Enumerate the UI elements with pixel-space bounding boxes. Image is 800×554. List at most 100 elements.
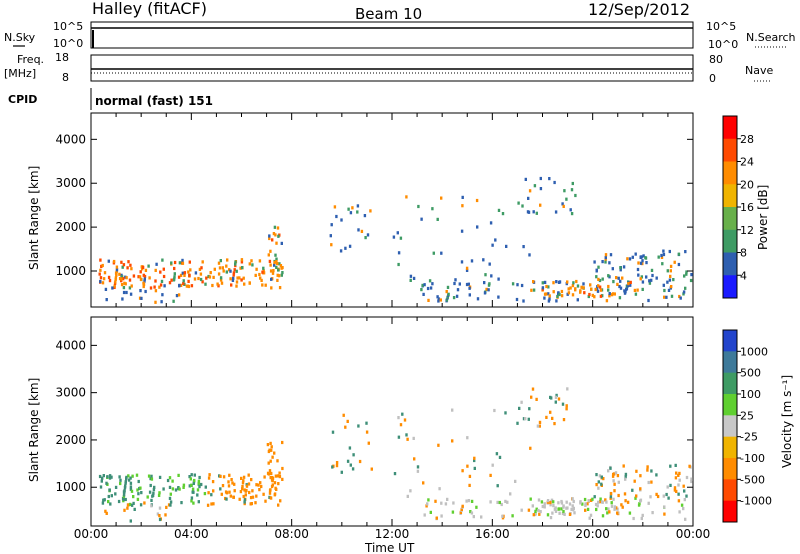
radar-return-0-135 <box>149 286 153 290</box>
radar-return-0-357 <box>619 286 623 290</box>
radar-return-0-355 <box>476 297 480 301</box>
radar-return-1-487 <box>678 478 681 482</box>
radar-return-1-206 <box>150 498 153 502</box>
radar-return-1-477 <box>662 494 665 498</box>
radar-return-1-133 <box>188 484 191 488</box>
ytick-label-0-2: 3000 <box>55 176 86 190</box>
radar-return-0-226 <box>277 268 280 272</box>
radar-return-0-420 <box>543 292 547 296</box>
radar-return-0-532 <box>570 212 574 216</box>
radar-return-1-446 <box>611 474 615 478</box>
radar-return-1-158 <box>189 477 192 481</box>
radar-return-0-132 <box>239 266 242 270</box>
radar-return-1-557 <box>466 436 469 440</box>
radar-return-1-521 <box>557 397 561 401</box>
radar-return-1-370 <box>446 497 449 501</box>
radar-return-0-545 <box>396 231 399 235</box>
radar-return-1-86 <box>158 491 161 495</box>
radar-return-0-296 <box>456 288 460 292</box>
radar-return-1-287 <box>589 513 593 517</box>
radar-return-0-348 <box>633 288 637 292</box>
radar-return-1-304 <box>677 499 681 503</box>
radar-return-1-563 <box>514 479 517 483</box>
radar-return-1-194 <box>114 485 118 489</box>
radar-return-1-510 <box>565 407 568 411</box>
radar-return-0-67 <box>193 277 197 281</box>
radar-return-0-502 <box>619 266 622 270</box>
radar-return-0-309 <box>648 281 652 285</box>
radar-return-1-176 <box>129 485 133 489</box>
radar-return-1-190 <box>190 483 193 487</box>
radar-return-0-458 <box>669 269 672 273</box>
radar-return-0-494 <box>669 264 673 268</box>
radar-return-1-328 <box>663 512 666 516</box>
radar-return-1-339 <box>460 507 463 511</box>
radar-return-1-231 <box>268 488 272 493</box>
radar-return-1-551 <box>406 494 409 498</box>
radar-return-0-29 <box>231 278 235 282</box>
radar-return-0-218 <box>268 236 271 241</box>
radar-return-0-50 <box>113 284 116 288</box>
radar-return-0-465 <box>642 254 645 258</box>
colorbar-0-label-5: 8 <box>740 247 747 260</box>
radar-return-0-112 <box>128 286 132 290</box>
radar-return-0-106 <box>201 280 204 284</box>
radar-return-0-486 <box>608 261 611 265</box>
radar-return-0-35 <box>126 266 129 270</box>
radar-return-0-86 <box>114 280 117 284</box>
radar-return-1-70 <box>117 499 121 504</box>
radar-return-0-527 <box>562 204 565 208</box>
radar-return-1-197 <box>129 476 132 480</box>
radar-return-0-258 <box>339 249 343 253</box>
radar-return-0-411 <box>580 285 583 289</box>
radar-return-0-100 <box>259 276 262 280</box>
radar-return-0-574 <box>522 245 525 249</box>
radar-return-1-191 <box>232 495 235 499</box>
radar-return-1-431 <box>628 511 632 515</box>
velocity-colorbar: 1000 500 100 25 -25 -100 -500 -1000 <box>722 329 772 523</box>
radar-return-0-571 <box>494 238 497 242</box>
radar-return-0-505 <box>637 261 640 265</box>
radar-return-0-138 <box>101 263 104 268</box>
radar-return-1-380 <box>596 504 599 508</box>
radar-return-0-136 <box>229 277 232 281</box>
radar-return-1-454 <box>617 493 620 498</box>
radar-return-1-84 <box>196 488 200 492</box>
radar-return-1-235 <box>269 441 272 445</box>
radar-return-0-372 <box>483 291 487 295</box>
radar-return-0-285 <box>663 288 666 293</box>
radar-return-1-448 <box>655 492 658 496</box>
radar-return-1-493 <box>612 472 615 476</box>
radar-return-1-137 <box>118 475 121 479</box>
radar-return-1-0 <box>180 501 183 505</box>
radar-return-0-56 <box>181 258 184 262</box>
radar-return-0-506 <box>604 253 608 257</box>
radar-return-1-155 <box>171 479 174 483</box>
radar-return-0-191 <box>234 260 237 264</box>
radar-return-1-474 <box>649 495 652 499</box>
radar-return-0-26 <box>233 268 236 272</box>
radar-return-0-93 <box>159 270 162 274</box>
radar-return-1-22 <box>137 492 140 496</box>
ytick-label-0-3: 4000 <box>55 132 86 146</box>
radar-return-1-401 <box>554 506 557 510</box>
radar-return-0-563 <box>465 268 469 272</box>
radar-return-1-16 <box>207 491 210 495</box>
radar-return-0-118 <box>221 266 224 270</box>
radar-return-0-552 <box>405 195 408 199</box>
radar-return-0-489 <box>637 273 640 277</box>
radar-return-1-299 <box>620 503 623 507</box>
radar-return-1-384 <box>612 497 615 501</box>
radar-return-0-177 <box>125 276 128 280</box>
radar-return-1-392 <box>599 497 602 501</box>
radar-return-0-109 <box>99 268 102 272</box>
radar-return-1-200 <box>140 491 143 495</box>
radar-return-1-306 <box>615 506 618 510</box>
radar-return-0-460 <box>617 276 620 280</box>
radar-return-1-116 <box>224 496 227 501</box>
radar-return-0-487 <box>645 261 648 265</box>
radar-return-1-285 <box>425 504 428 508</box>
radar-return-0-363 <box>582 282 585 286</box>
radar-return-1-93 <box>101 476 104 480</box>
radar-return-0-488 <box>641 259 644 263</box>
